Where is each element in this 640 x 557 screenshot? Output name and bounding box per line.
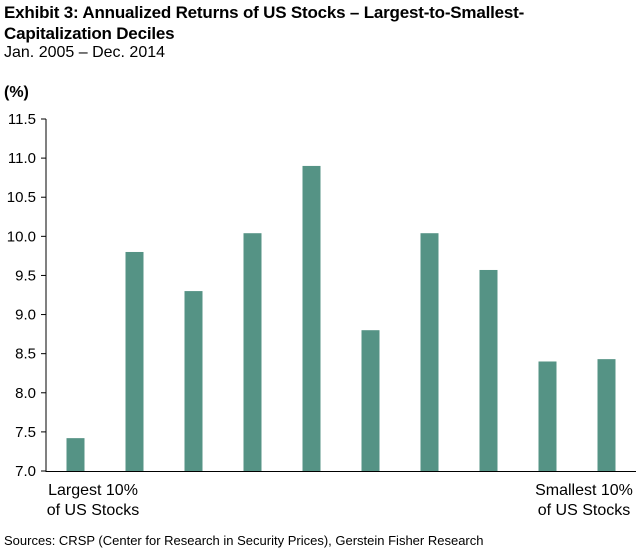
y-tick-label: 7.5 bbox=[15, 424, 36, 441]
bar-decile-1 bbox=[66, 438, 85, 471]
bar-chart: 7.0 7.5 8.0 8.5 9.0 9.5 10.0 10.5 11.0 11.5 Large… bbox=[7, 111, 636, 519]
y-ticks-group: 7.0 7.5 8.0 8.5 9.0 9.5 10.0 10.5 11.0 11.5 bbox=[7, 111, 46, 480]
y-tick-label: 11.5 bbox=[8, 111, 36, 128]
y-tick-label: 9.5 bbox=[15, 267, 36, 284]
source-note: Sources: CRSP (Center for Research in Se… bbox=[4, 533, 484, 548]
y-tick-label: 10.5 bbox=[7, 189, 36, 206]
bar-decile-6 bbox=[361, 330, 380, 471]
y-tick-label: 11.0 bbox=[8, 150, 36, 167]
y-tick-label: 7.0 bbox=[15, 463, 36, 480]
y-tick-label: 10.0 bbox=[7, 228, 36, 245]
bar-decile-3 bbox=[184, 291, 203, 471]
bar-decile-10 bbox=[597, 359, 616, 471]
bar-decile-2 bbox=[125, 251, 144, 471]
bar-decile-9 bbox=[538, 361, 557, 471]
y-tick-label: 8.0 bbox=[15, 385, 36, 402]
y-tick-label: 8.5 bbox=[15, 346, 36, 363]
x-label-right-line2: of US Stocks bbox=[538, 502, 630, 519]
bar-decile-7 bbox=[420, 233, 439, 471]
bar-decile-4 bbox=[243, 233, 262, 471]
y-tick-label: 9.0 bbox=[15, 307, 36, 324]
bar-decile-8 bbox=[479, 269, 498, 471]
chart-title: Exhibit 3: Annualized Returns of US Stoc… bbox=[4, 3, 525, 43]
x-label-right-line1: Smallest 10% bbox=[535, 482, 633, 499]
chart-subtitle: Jan. 2005 – Dec. 2014 bbox=[4, 44, 166, 61]
x-label-left-line1: Largest 10% bbox=[48, 482, 138, 499]
bar-decile-5 bbox=[302, 165, 321, 471]
x-label-left-line2: of US Stocks bbox=[47, 502, 139, 519]
y-axis-unit-label: (%) bbox=[4, 84, 29, 101]
bars-group bbox=[66, 165, 616, 471]
